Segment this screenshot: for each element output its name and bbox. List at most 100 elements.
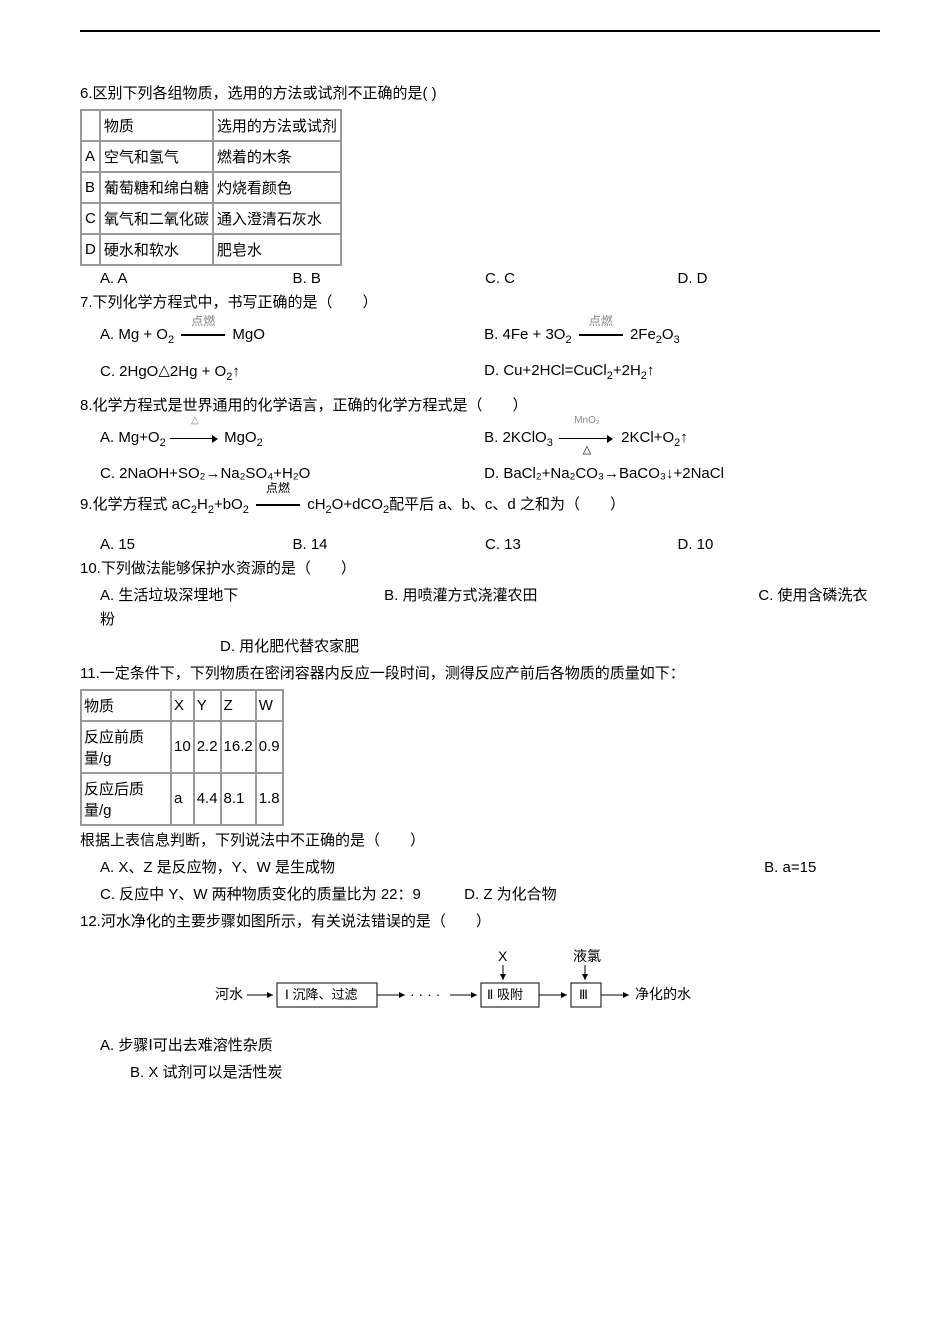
q8-a-pre: A. Mg+O xyxy=(100,429,160,446)
q8-opt-a: A. Mg+O2 △ MgO2 xyxy=(100,429,480,449)
q9-m3: O+dCO xyxy=(332,496,383,513)
q7-row2: C. 2HgO△2Hg + O2↑ D. Cu+2HCl=CuCl2+2H2↑ xyxy=(80,362,864,383)
q9-arrow: 点燃 xyxy=(253,493,303,517)
q9-opt-b: B. 14 xyxy=(293,536,486,553)
q12-flow-diagram: 河水 Ⅰ 沉降、过滤 · · · · X Ⅱ 吸附 液氯 Ⅲ 净化的水 xyxy=(80,949,870,1019)
q10-row1: A. 生活垃圾深埋地下 B. 用喷灌方式浇灌农田 C. 使用含磷洗衣粉 xyxy=(80,584,870,632)
q8-opt-b: B. 2KClO3 MnO₂ △ 2KCl+O2↑ xyxy=(484,429,864,449)
q11-r2-2: 4.4 xyxy=(194,773,221,825)
q8-b-bot: △ xyxy=(557,443,617,456)
q6-r3c1: 硬水和软水 xyxy=(100,234,213,265)
q6-r0c1: 空气和氢气 xyxy=(100,141,213,172)
q9-opt-d: D. 10 xyxy=(678,536,871,553)
q11-d: D. Z 为化合物 xyxy=(464,886,557,903)
q9-m1: H xyxy=(197,496,208,513)
flow-svg: 河水 Ⅰ 沉降、过滤 · · · · X Ⅱ 吸附 液氯 Ⅲ 净化的水 xyxy=(215,949,735,1019)
q6-r3c2: 肥皂水 xyxy=(213,234,341,265)
q9-opt-a: A. 15 xyxy=(100,536,293,553)
q7-b-suf: 2Fe xyxy=(630,326,656,343)
q11-after: 根据上表信息判断，下列说法中不正确的是（ ） xyxy=(80,829,870,853)
q11-r1-4: 0.9 xyxy=(256,721,283,773)
q7-a-label: 点燃 xyxy=(178,312,228,329)
q6-opt-d: D. D xyxy=(678,270,871,287)
q8-row1: A. Mg+O2 △ MgO2 B. 2KClO3 MnO₂ △ 2KCl+O2… xyxy=(80,429,864,449)
q6-r0c0: A xyxy=(81,141,100,172)
q6-r2c1: 氧气和二氧化碳 xyxy=(100,203,213,234)
q6-options: A. A B. B C. C D. D xyxy=(80,270,870,287)
q11-r2-3: 8.1 xyxy=(221,773,256,825)
q10-b: B. 用喷灌方式浇灌农田 xyxy=(384,584,754,608)
q10-text: 10.下列做法能够保护水资源的是（ ） xyxy=(80,557,870,581)
q8-d: D. BaCl₂+Na₂CO₃→BaCO₃↓+2NaCl xyxy=(484,465,724,482)
q6-th-2: 选用的方法或试剂 xyxy=(213,110,341,141)
flow-box1: Ⅰ 沉降、过滤 xyxy=(285,987,357,1002)
flow-box2: Ⅱ 吸附 xyxy=(487,987,523,1002)
q9-options: A. 15 B. 14 C. 13 D. 10 xyxy=(80,536,870,553)
q6-opt-a: A. A xyxy=(100,270,293,287)
q6-r1c1: 葡萄糖和绵白糖 xyxy=(100,172,213,203)
q9-post: cH xyxy=(307,496,325,513)
q8-b-suf: 2KCl+O xyxy=(621,429,674,446)
q9-end: 配平后 a、b、c、d 之和为（ ） xyxy=(389,496,625,513)
q7-a-arrow: 点燃 xyxy=(178,326,228,343)
q11-c: C. 反应中 Y、W 两种物质变化的质量比为 22：9 xyxy=(100,883,460,907)
q6-opt-b: B. B xyxy=(293,270,486,287)
q11-h2: Y xyxy=(194,690,221,721)
q11-h3: Z xyxy=(221,690,256,721)
q8-a-suf: MgO xyxy=(224,429,257,446)
q8-a-arrow: △ xyxy=(170,429,220,446)
q7-b-arrow: 点燃 xyxy=(576,326,626,343)
q6-r2c2: 通入澄清石灰水 xyxy=(213,203,341,234)
q11-r1-1: 10 xyxy=(171,721,194,773)
q11-r2-4: 1.8 xyxy=(256,773,283,825)
svg-text:· · · ·: · · · · xyxy=(410,986,440,1002)
q11-h4: W xyxy=(256,690,283,721)
q8-opt-d: D. BaCl₂+Na₂CO₃→BaCO₃↓+2NaCl xyxy=(484,465,864,482)
q7-a-pre: A. Mg + O xyxy=(100,326,168,343)
q6-r1c0: B xyxy=(81,172,100,203)
q6-th-1: 物质 xyxy=(100,110,213,141)
q6-table: 物质 选用的方法或试剂 A 空气和氢气 燃着的木条 B 葡萄糖和绵白糖 灼烧看颜… xyxy=(80,109,342,266)
q11-r1-2: 2.2 xyxy=(194,721,221,773)
q7-b-label: 点燃 xyxy=(576,312,626,329)
q11-table: 物质 X Y Z W 反应前质量/g 10 2.2 16.2 0.9 反应后质量… xyxy=(80,689,284,826)
q9-label: 点燃 xyxy=(253,479,303,498)
q12-b: B. X 试剂可以是活性炭 xyxy=(80,1061,870,1085)
q11-row-opts: A. X、Z 是反应物，Y、W 是生成物 B. a=15 xyxy=(80,856,870,880)
q9-opt-c: C. 13 xyxy=(485,536,678,553)
q6-r1c2: 灼烧看颜色 xyxy=(213,172,341,203)
q7-b-pre: B. 4Fe + 3O xyxy=(484,326,565,343)
q6-th-0 xyxy=(81,110,100,141)
q10-a: A. 生活垃圾深埋地下 xyxy=(100,584,380,608)
q11-r1-3: 16.2 xyxy=(221,721,256,773)
q7-d-pre: D. Cu+2HCl=CuCl xyxy=(484,362,607,379)
page-top-rule xyxy=(80,30,880,32)
q7-c-pre: C. 2HgO xyxy=(100,363,158,380)
q7-opt-b: B. 4Fe + 3O2 点燃 2Fe2O3 xyxy=(484,326,864,346)
q7-opt-d: D. Cu+2HCl=CuCl2+2H2↑ xyxy=(484,362,864,382)
q7-c-suf: 2Hg + O xyxy=(170,363,226,380)
q11-row-opts2: C. 反应中 Y、W 两种物质变化的质量比为 22：9 D. Z 为化合物 xyxy=(80,883,870,907)
q6-r2c0: C xyxy=(81,203,100,234)
q11-b: B. a=15 xyxy=(764,859,816,876)
q7-opt-c: C. 2HgO△2Hg + O2↑ xyxy=(100,362,480,383)
q8-b-pre: B. 2KClO xyxy=(484,429,547,446)
q12-a: A. 步骤Ⅰ可出去难溶性杂质 xyxy=(80,1034,870,1058)
q11-h1: X xyxy=(171,690,194,721)
q11-h0: 物质 xyxy=(81,690,171,721)
q7-a-suf: MgO xyxy=(232,326,265,343)
q7-row1: A. Mg + O2 点燃 MgO B. 4Fe + 3O2 点燃 2Fe2O3 xyxy=(80,326,864,346)
q9-text: 9.化学方程式 aC2H2+bO2 点燃 cH2O+dCO2配平后 a、b、c、… xyxy=(80,493,870,520)
q12-text: 12.河水净化的主要步骤如图所示，有关说法错误的是（ ） xyxy=(80,910,870,934)
q8-b-top: MnO₂ xyxy=(557,415,617,426)
flow-end: 净化的水 xyxy=(635,986,691,1002)
q7-opt-a: A. Mg + O2 点燃 MgO xyxy=(100,326,480,346)
q9-m2: +bO xyxy=(214,496,243,513)
flow-start: 河水 xyxy=(215,986,243,1002)
q9-pre: 9.化学方程式 aC xyxy=(80,496,191,513)
q8-b-arrow: MnO₂ △ xyxy=(557,429,617,446)
q11-text: 11.一定条件下，下列物质在密闭容器内反应一段时间，测得反应产前后各物质的质量如… xyxy=(80,662,870,686)
q6-opt-c: C. C xyxy=(485,270,678,287)
q10-d: D. 用化肥代替农家肥 xyxy=(80,635,870,659)
q6-text: 6.区别下列各组物质，选用的方法或试剂不正确的是( ) xyxy=(80,82,870,106)
